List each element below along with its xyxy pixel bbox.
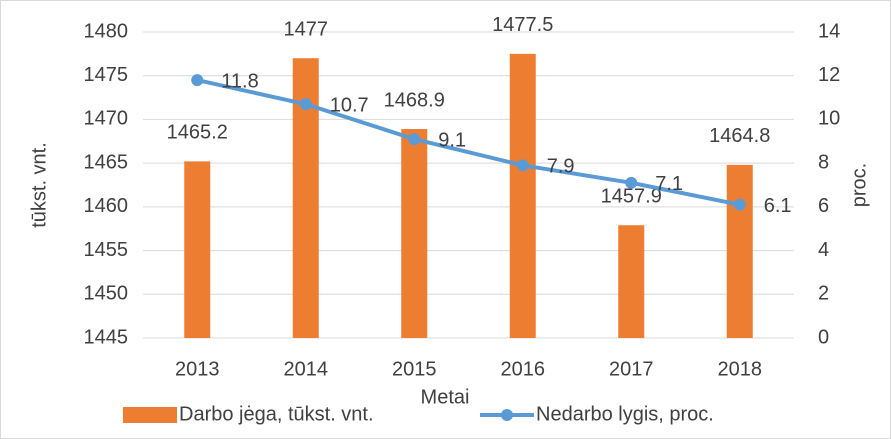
y2-tick-label: 10 <box>818 108 840 130</box>
y-tick-label: 1450 <box>84 283 129 305</box>
legend-marker <box>501 409 513 421</box>
legend-label: Darbo jėga, tūkst. vnt. <box>179 403 374 425</box>
bar <box>401 129 428 338</box>
y2-tick-label: 4 <box>818 239 829 261</box>
y-axis-label: tūkst. vnt. <box>28 142 50 228</box>
data-label: 1468.9 <box>384 89 445 111</box>
line-point <box>299 98 312 111</box>
data-label: 1464.8 <box>709 125 770 147</box>
x-tick-label: 2017 <box>609 358 654 380</box>
x-tick-label: 2014 <box>284 358 329 380</box>
line-point <box>191 74 204 87</box>
legend-label: Nedarbo lygis, proc. <box>536 403 714 425</box>
line-point <box>625 176 638 189</box>
legend-swatch <box>123 407 177 423</box>
y2-tick-label: 2 <box>818 283 829 305</box>
x-tick-label: 2013 <box>175 358 220 380</box>
y2-tick-label: 14 <box>818 20 840 42</box>
data-label: 9.1 <box>438 129 466 151</box>
bar <box>509 53 536 338</box>
line-point <box>408 133 421 146</box>
data-label: 7.9 <box>547 156 575 178</box>
data-label: 7.1 <box>655 173 683 195</box>
data-label: 10.7 <box>330 94 369 116</box>
bar <box>184 161 211 338</box>
data-label: 6.1 <box>764 195 792 217</box>
y-tick-label: 1445 <box>84 326 129 348</box>
y-tick-label: 1460 <box>84 195 129 217</box>
y-tick-label: 1465 <box>84 151 129 173</box>
y-tick-label: 1475 <box>84 64 129 86</box>
x-tick-label: 2015 <box>392 358 437 380</box>
y2-axis-label: proc. <box>848 163 870 207</box>
x-axis-label: Metai <box>421 386 470 408</box>
line-point <box>516 159 529 172</box>
bar <box>618 225 645 338</box>
x-tick-label: 2018 <box>718 358 763 380</box>
y2-tick-label: 8 <box>818 151 829 173</box>
data-label: 1477.5 <box>492 14 553 36</box>
data-label: 1457.9 <box>601 185 662 207</box>
y2-tick-label: 0 <box>818 326 829 348</box>
line-point <box>733 198 746 211</box>
x-tick-label: 2016 <box>501 358 546 380</box>
data-label: 1477 <box>284 19 329 41</box>
line <box>196 78 741 207</box>
y2-tick-label: 6 <box>818 195 829 217</box>
y-tick-label: 1470 <box>84 108 129 130</box>
y-tick-label: 1480 <box>84 20 129 42</box>
y-tick-label: 1455 <box>84 239 129 261</box>
y2-tick-label: 12 <box>818 64 840 86</box>
data-label: 11.8 <box>221 70 258 92</box>
bar <box>726 164 753 338</box>
data-label: 1465.2 <box>167 122 228 144</box>
